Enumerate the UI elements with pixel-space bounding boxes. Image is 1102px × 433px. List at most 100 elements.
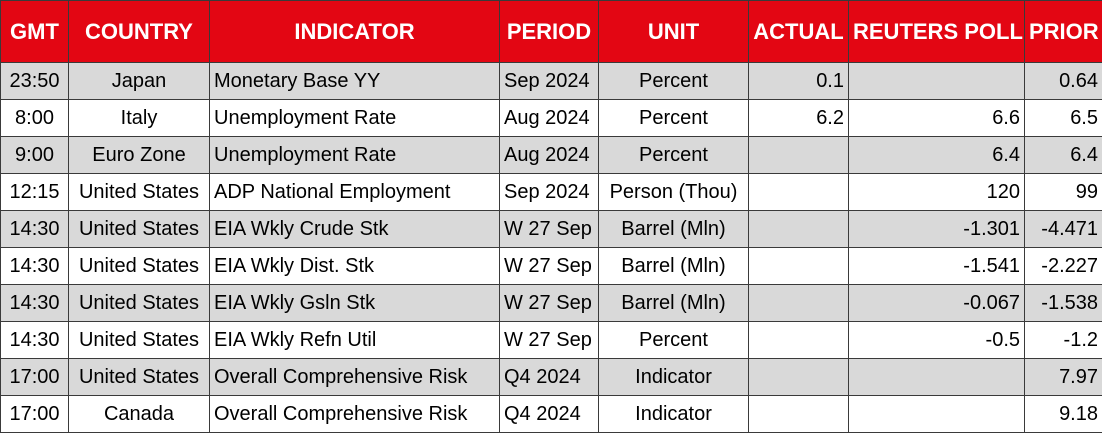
header-gmt: GMT: [1, 1, 69, 63]
cell-gmt: 17:00: [1, 396, 69, 433]
cell-prior: 6.4: [1025, 137, 1102, 174]
cell-country: United States: [69, 248, 210, 285]
cell-actual: [749, 174, 849, 211]
header-unit: UNIT: [599, 1, 749, 63]
table-row: 17:00 Canada Overall Comprehensive Risk …: [1, 396, 1102, 433]
table-row: 14:30 United States EIA Wkly Gsln Stk W …: [1, 285, 1102, 322]
cell-indicator: EIA Wkly Dist. Stk: [210, 248, 500, 285]
cell-country: United States: [69, 211, 210, 248]
cell-actual: 0.1: [749, 63, 849, 100]
cell-reuters-poll: -0.067: [849, 285, 1025, 322]
header-indicator: INDICATOR: [210, 1, 500, 63]
cell-reuters-poll: 6.4: [849, 137, 1025, 174]
table-row: 17:00 United States Overall Comprehensiv…: [1, 359, 1102, 396]
cell-country: United States: [69, 174, 210, 211]
cell-reuters-poll: [849, 359, 1025, 396]
cell-gmt: 14:30: [1, 248, 69, 285]
cell-unit: Barrel (Mln): [599, 285, 749, 322]
cell-gmt: 14:30: [1, 322, 69, 359]
cell-reuters-poll: 6.6: [849, 100, 1025, 137]
cell-actual: [749, 322, 849, 359]
cell-actual: [749, 248, 849, 285]
cell-unit: Percent: [599, 100, 749, 137]
cell-indicator: EIA Wkly Gsln Stk: [210, 285, 500, 322]
cell-period: Sep 2024: [500, 63, 599, 100]
table-row: 9:00 Euro Zone Unemployment Rate Aug 202…: [1, 137, 1102, 174]
table-row: 12:15 United States ADP National Employm…: [1, 174, 1102, 211]
cell-period: Q4 2024: [500, 359, 599, 396]
header-row: GMT COUNTRY INDICATOR PERIOD UNIT ACTUAL…: [1, 1, 1102, 63]
cell-prior: -2.227: [1025, 248, 1102, 285]
header-actual: ACTUAL: [749, 1, 849, 63]
cell-gmt: 14:30: [1, 285, 69, 322]
cell-country: Canada: [69, 396, 210, 433]
cell-prior: 6.5: [1025, 100, 1102, 137]
cell-country: Italy: [69, 100, 210, 137]
cell-indicator: EIA Wkly Crude Stk: [210, 211, 500, 248]
header-prior: PRIOR: [1025, 1, 1102, 63]
cell-unit: Indicator: [599, 359, 749, 396]
cell-prior: -1.2: [1025, 322, 1102, 359]
cell-indicator: Unemployment Rate: [210, 137, 500, 174]
cell-actual: [749, 359, 849, 396]
cell-country: United States: [69, 359, 210, 396]
table-row: 14:30 United States EIA Wkly Refn Util W…: [1, 322, 1102, 359]
cell-prior: 7.97: [1025, 359, 1102, 396]
header-reuters-poll: REUTERS POLL: [849, 1, 1025, 63]
cell-reuters-poll: [849, 63, 1025, 100]
cell-indicator: Monetary Base YY: [210, 63, 500, 100]
cell-gmt: 9:00: [1, 137, 69, 174]
cell-unit: Percent: [599, 137, 749, 174]
cell-country: Japan: [69, 63, 210, 100]
cell-reuters-poll: [849, 396, 1025, 433]
cell-indicator: Overall Comprehensive Risk: [210, 396, 500, 433]
cell-indicator: ADP National Employment: [210, 174, 500, 211]
header-period: PERIOD: [500, 1, 599, 63]
cell-country: United States: [69, 322, 210, 359]
cell-actual: [749, 137, 849, 174]
cell-period: Sep 2024: [500, 174, 599, 211]
cell-reuters-poll: -0.5: [849, 322, 1025, 359]
cell-reuters-poll: -1.541: [849, 248, 1025, 285]
cell-reuters-poll: -1.301: [849, 211, 1025, 248]
cell-indicator: Overall Comprehensive Risk: [210, 359, 500, 396]
cell-gmt: 17:00: [1, 359, 69, 396]
cell-actual: [749, 211, 849, 248]
cell-indicator: Unemployment Rate: [210, 100, 500, 137]
cell-actual: [749, 285, 849, 322]
cell-period: Q4 2024: [500, 396, 599, 433]
cell-reuters-poll: 120: [849, 174, 1025, 211]
cell-unit: Percent: [599, 63, 749, 100]
cell-actual: [749, 396, 849, 433]
cell-period: W 27 Sep: [500, 285, 599, 322]
cell-gmt: 12:15: [1, 174, 69, 211]
cell-period: W 27 Sep: [500, 322, 599, 359]
cell-prior: 9.18: [1025, 396, 1102, 433]
cell-period: W 27 Sep: [500, 248, 599, 285]
table-row: 8:00 Italy Unemployment Rate Aug 2024 Pe…: [1, 100, 1102, 137]
cell-period: Aug 2024: [500, 137, 599, 174]
cell-gmt: 14:30: [1, 211, 69, 248]
cell-period: Aug 2024: [500, 100, 599, 137]
cell-actual: 6.2: [749, 100, 849, 137]
header-country: COUNTRY: [69, 1, 210, 63]
table-row: 14:30 United States EIA Wkly Crude Stk W…: [1, 211, 1102, 248]
cell-prior: -1.538: [1025, 285, 1102, 322]
cell-unit: Person (Thou): [599, 174, 749, 211]
table-row: 14:30 United States EIA Wkly Dist. Stk W…: [1, 248, 1102, 285]
cell-prior: 99: [1025, 174, 1102, 211]
cell-unit: Percent: [599, 322, 749, 359]
cell-unit: Indicator: [599, 396, 749, 433]
cell-prior: -4.471: [1025, 211, 1102, 248]
cell-prior: 0.64: [1025, 63, 1102, 100]
cell-period: W 27 Sep: [500, 211, 599, 248]
cell-country: United States: [69, 285, 210, 322]
table-row: 23:50 Japan Monetary Base YY Sep 2024 Pe…: [1, 63, 1102, 100]
cell-gmt: 23:50: [1, 63, 69, 100]
cell-country: Euro Zone: [69, 137, 210, 174]
cell-unit: Barrel (Mln): [599, 248, 749, 285]
cell-indicator: EIA Wkly Refn Util: [210, 322, 500, 359]
cell-gmt: 8:00: [1, 100, 69, 137]
cell-unit: Barrel (Mln): [599, 211, 749, 248]
